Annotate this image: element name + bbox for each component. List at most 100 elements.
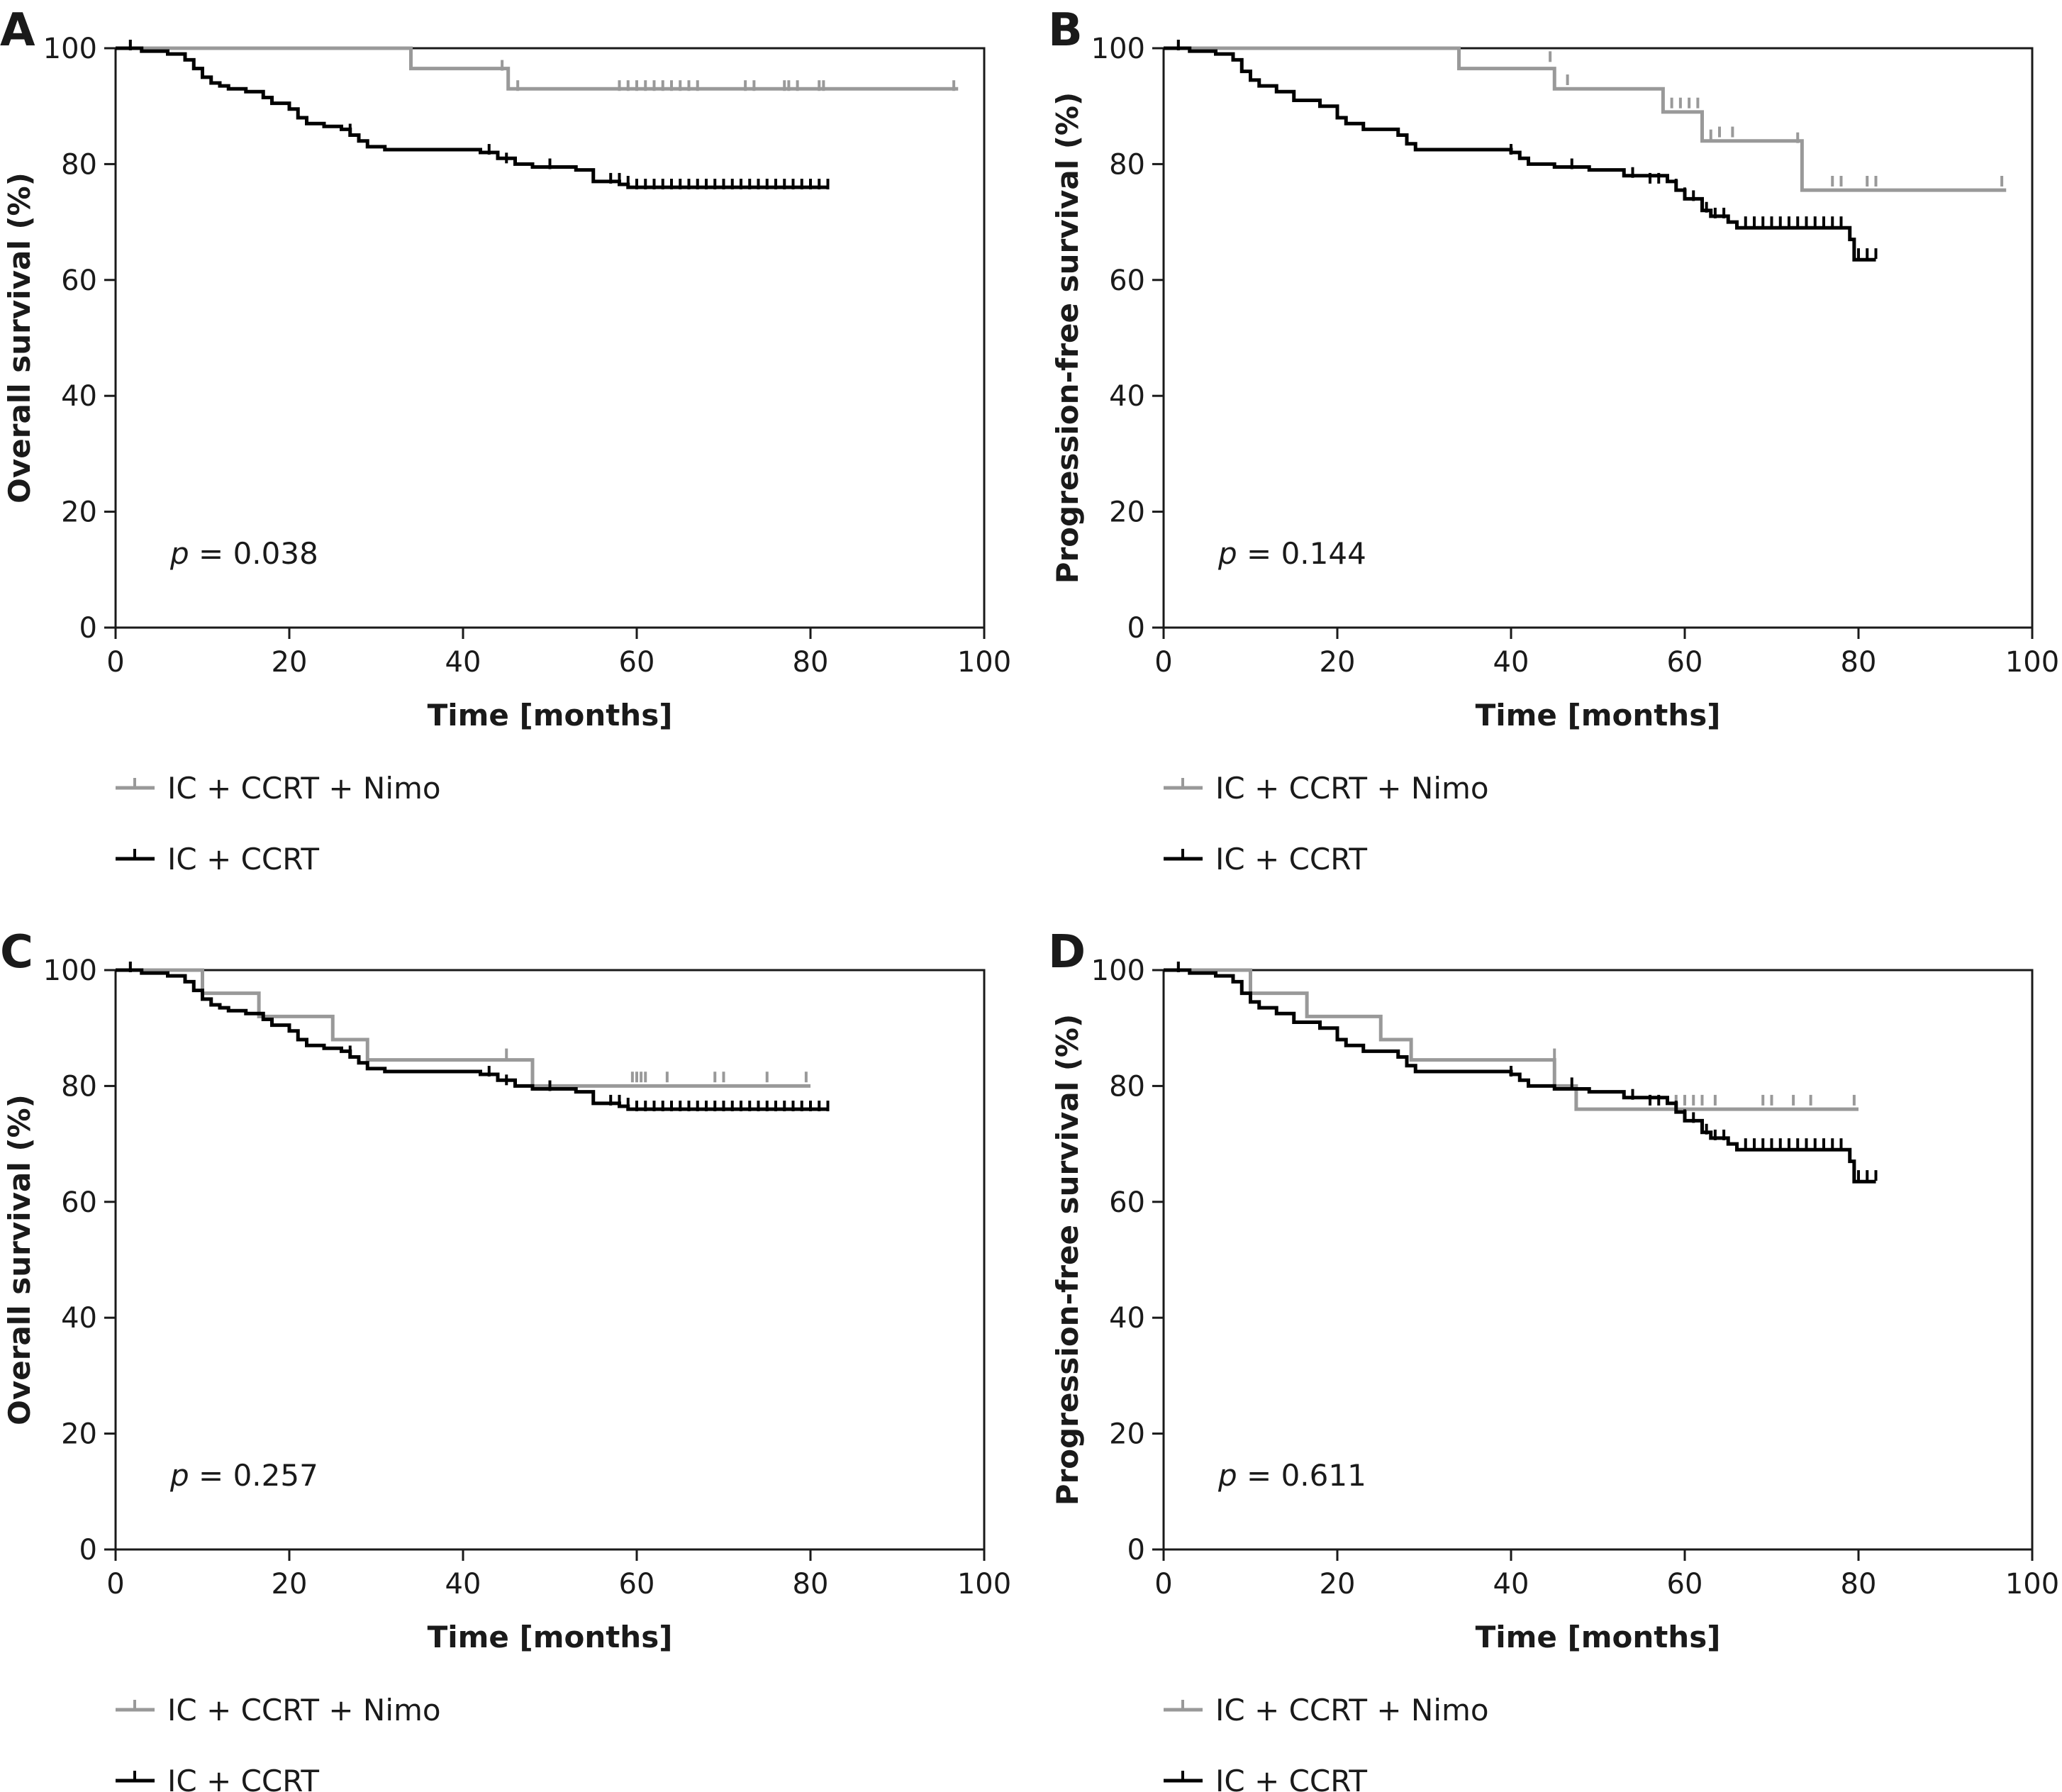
panel-d-legend-label: IC + CCRT + Nimo (1215, 1693, 1489, 1727)
panel-a-series-nimo (116, 40, 959, 91)
panel-c-legend-item-control: IC + CCRT (116, 1764, 319, 1792)
panel-c-series-control (116, 962, 830, 1112)
panel-a-y-tick-label: 40 (61, 380, 97, 413)
panel-b-y-tick-label: 80 (1109, 148, 1145, 181)
panel-a-x-tick-label: 80 (793, 646, 829, 679)
panel-d-legend-label: IC + CCRT (1215, 1764, 1367, 1792)
panel-d-series-nimo-curve (1164, 968, 1858, 1111)
panel-a-series-control-curve (116, 46, 828, 189)
panel-c-legend-item-nimo: IC + CCRT + Nimo (116, 1693, 441, 1727)
panel-a-plot-frame (114, 47, 986, 629)
panel-d-x-tick-label: 40 (1493, 1568, 1529, 1601)
panel-a-legend-label: IC + CCRT + Nimo (167, 771, 441, 806)
panel-c-series-nimo (116, 962, 810, 1088)
panel-d-series-control-curve (1164, 968, 1876, 1184)
panel-c-x-tick-label: 80 (793, 1568, 829, 1601)
panel-c: C 0 20 40 60 80 100 0 20 40 60 80 100 Time [months] Ov… (0, 926, 1011, 1792)
panel-b-p-value: p = 0.144 (1217, 536, 1366, 571)
panel-c-letter: C (0, 926, 33, 979)
panel-b-x-tick-label: 80 (1841, 646, 1877, 679)
panel-c-x-tick-label: 0 (106, 1568, 124, 1601)
panel-d-y-tick-label: 0 (1127, 1534, 1145, 1566)
panel-d-y-axis-title: Progression-free survival (%) (1050, 1014, 1085, 1506)
panel-b-letter: B (1048, 4, 1083, 57)
panel-c-y-tick-label: 20 (61, 1418, 97, 1451)
panel-a-x-tick-label: 20 (272, 646, 308, 679)
panel-a-legend-item-nimo: IC + CCRT + Nimo (116, 771, 441, 806)
panel-b-x-axis-title: Time [months] (1476, 698, 1721, 733)
panel-b-legend-item-nimo: IC + CCRT + Nimo (1164, 771, 1489, 806)
panel-c-x-tick-label: 60 (619, 1568, 655, 1601)
panel-d-x-tick-label: 20 (1320, 1568, 1356, 1601)
panel-a-y-axis-title: Overall survival (%) (2, 172, 37, 503)
panel-a-series-nimo-curve (116, 46, 959, 91)
panel-d-letter: D (1048, 926, 1086, 979)
panel-b-series-nimo-curve (1164, 46, 2007, 192)
panel-c-x-tick-label: 20 (272, 1568, 308, 1601)
panel-c-y-tick-label: 0 (79, 1534, 97, 1566)
panel-b: B 0 20 40 60 80 100 0 20 40 60 80 100 Time [months] Pr… (1048, 4, 2059, 876)
panel-b-legend-item-control: IC + CCRT (1164, 842, 1367, 876)
panel-b-series-nimo (1164, 40, 2007, 192)
panel-d-series-control (1164, 962, 1878, 1184)
panel-a-x-tick-label: 0 (106, 646, 124, 679)
panel-b-x-tick-label: 40 (1493, 646, 1529, 679)
panel-c-x-tick-label: 40 (445, 1568, 481, 1601)
panel-c-y-tick-label: 60 (61, 1186, 97, 1219)
panel-a-x-tick-label: 60 (619, 646, 655, 679)
panel-a-y-tick-label: 80 (61, 148, 97, 181)
panel-b-y-tick-label: 0 (1127, 612, 1145, 645)
panel-a-legend-item-control: IC + CCRT (116, 842, 319, 876)
panel-c-plot-frame (114, 969, 986, 1551)
panel-a-y-tick-label: 60 (61, 265, 97, 297)
panel-a-x-tick-label: 100 (957, 646, 1011, 679)
panel-c-legend-label: IC + CCRT + Nimo (167, 1693, 441, 1727)
panel-c-series-nimo-curve (116, 968, 810, 1088)
panel-c-y-tick-label: 80 (61, 1070, 97, 1103)
panel-d-y-tick-label: 100 (1091, 955, 1145, 987)
panel-b-y-tick-label: 20 (1109, 496, 1145, 529)
panel-d-x-axis-title: Time [months] (1476, 1620, 1721, 1654)
panel-b-x-tick-label: 0 (1154, 646, 1172, 679)
panel-b-legend-label: IC + CCRT + Nimo (1215, 771, 1489, 806)
panel-d-p-value: p = 0.611 (1217, 1458, 1366, 1493)
panel-b-x-tick-label: 100 (2005, 646, 2059, 679)
panel-a-x-axis-title: Time [months] (428, 698, 673, 733)
panel-b-y-axis-title: Progression-free survival (%) (1050, 92, 1085, 584)
panel-c-p-value: p = 0.257 (169, 1458, 318, 1493)
panel-d-plot-frame (1162, 969, 2034, 1551)
panel-a-series-control (116, 40, 830, 190)
panel-a-legend-label: IC + CCRT (167, 842, 319, 876)
panel-b-x-tick-label: 60 (1667, 646, 1703, 679)
panel-c-y-axis-title: Overall survival (%) (2, 1094, 37, 1425)
panel-a-y-tick-label: 0 (79, 612, 97, 645)
panel-b-plot-frame (1162, 47, 2034, 629)
panel-d-y-tick-label: 20 (1109, 1418, 1145, 1451)
panel-a-y-tick-label: 100 (43, 33, 97, 65)
panel-d-x-tick-label: 100 (2005, 1568, 2059, 1601)
panel-a-letter: A (0, 4, 35, 57)
panel-b-series-control-curve (1164, 46, 1876, 262)
panel-d-y-tick-label: 60 (1109, 1186, 1145, 1219)
panel-d-y-tick-label: 40 (1109, 1302, 1145, 1335)
panel-c-legend-label: IC + CCRT (167, 1764, 319, 1792)
panel-d-x-tick-label: 0 (1154, 1568, 1172, 1601)
panel-c-x-axis-title: Time [months] (428, 1620, 673, 1654)
panel-d-x-tick-label: 80 (1841, 1568, 1877, 1601)
panel-b-legend-label: IC + CCRT (1215, 842, 1367, 876)
panel-a: A 0 20 40 60 80 100 0 20 40 60 80 100 Time [months] Ov… (0, 4, 1011, 876)
panel-b-x-tick-label: 20 (1320, 646, 1356, 679)
panel-a-y-tick-label: 20 (61, 496, 97, 529)
panel-b-series-control (1164, 40, 1878, 262)
panel-d-legend-item-nimo: IC + CCRT + Nimo (1164, 1693, 1489, 1727)
panel-c-y-tick-label: 100 (43, 955, 97, 987)
panel-c-series-control-curve (116, 968, 828, 1111)
panel-c-y-tick-label: 40 (61, 1302, 97, 1335)
panel-d: D 0 20 40 60 80 100 0 20 40 60 80 100 Time [months] Pr… (1048, 926, 2059, 1792)
panel-b-y-tick-label: 40 (1109, 380, 1145, 413)
panel-d-y-tick-label: 80 (1109, 1070, 1145, 1103)
panel-b-y-tick-label: 100 (1091, 33, 1145, 65)
panel-a-x-tick-label: 40 (445, 646, 481, 679)
panel-d-series-nimo (1164, 962, 1858, 1111)
